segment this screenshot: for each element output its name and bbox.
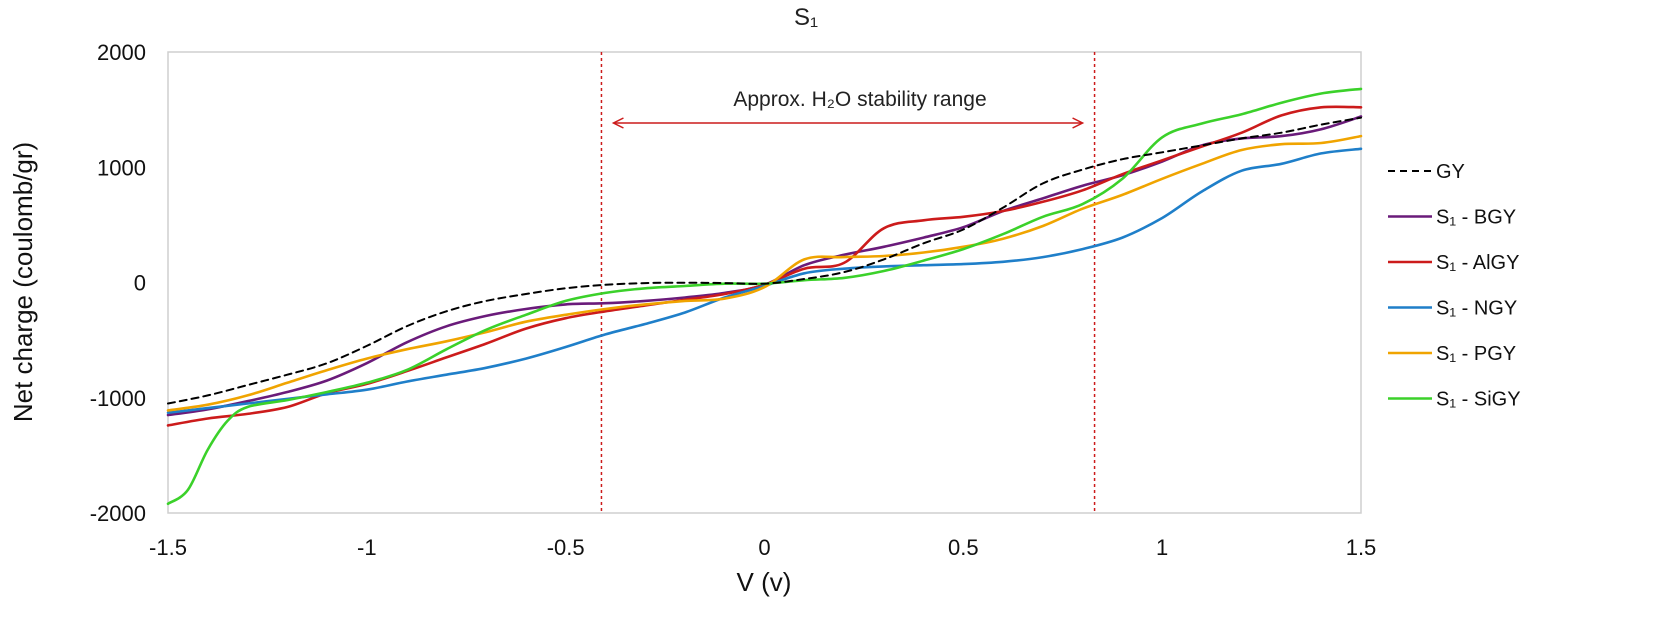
legend-label: S₁ - BGY xyxy=(1436,207,1516,229)
legend-label: GY xyxy=(1436,161,1465,183)
y-tick-labels: 2000 1000 0 -1000 -2000 xyxy=(90,40,146,526)
legend: GY S₁ - BGY S₁ - AlGY S₁ - NGY S₁ - PGY S₁ - … xyxy=(1388,161,1521,411)
x-tick-label: 0.5 xyxy=(948,535,979,560)
x-tick-label: 1.5 xyxy=(1346,535,1377,560)
legend-label: S₁ - PGY xyxy=(1436,343,1516,365)
stability-range-annotation: Approx. H₂O stability range xyxy=(600,52,1096,513)
legend-label: S₁ - NGY xyxy=(1436,298,1517,320)
x-tick-label: -1 xyxy=(357,535,377,560)
chart-title: S₁ xyxy=(794,4,818,31)
x-tick-label: 1 xyxy=(1156,535,1168,560)
x-tick-label: -1.5 xyxy=(149,535,187,560)
y-tick-label: 2000 xyxy=(97,40,146,65)
y-tick-label: 1000 xyxy=(97,155,146,180)
x-tick-label: 0 xyxy=(758,535,770,560)
arrow-head-left xyxy=(611,117,624,129)
y-tick-label: -1000 xyxy=(90,386,146,411)
arrow-head-right xyxy=(1072,117,1085,129)
series-line xyxy=(166,134,1363,412)
series-lines xyxy=(166,87,1363,506)
series-line xyxy=(167,116,1362,405)
x-axis-label: V (v) xyxy=(737,567,792,597)
legend-label: S₁ - SiGY xyxy=(1436,389,1521,411)
y-tick-label: 0 xyxy=(134,271,146,296)
x-tick-labels: -1.5 -1 -0.5 0 0.5 1 1.5 xyxy=(149,535,1376,560)
y-tick-label: -2000 xyxy=(90,501,146,526)
x-tick-label: -0.5 xyxy=(547,535,585,560)
y-axis-label: Net charge (coulomb/gr) xyxy=(8,142,38,422)
stability-range-label: Approx. H₂O stability range xyxy=(733,88,986,111)
legend-label: S₁ - AlGY xyxy=(1436,252,1519,274)
